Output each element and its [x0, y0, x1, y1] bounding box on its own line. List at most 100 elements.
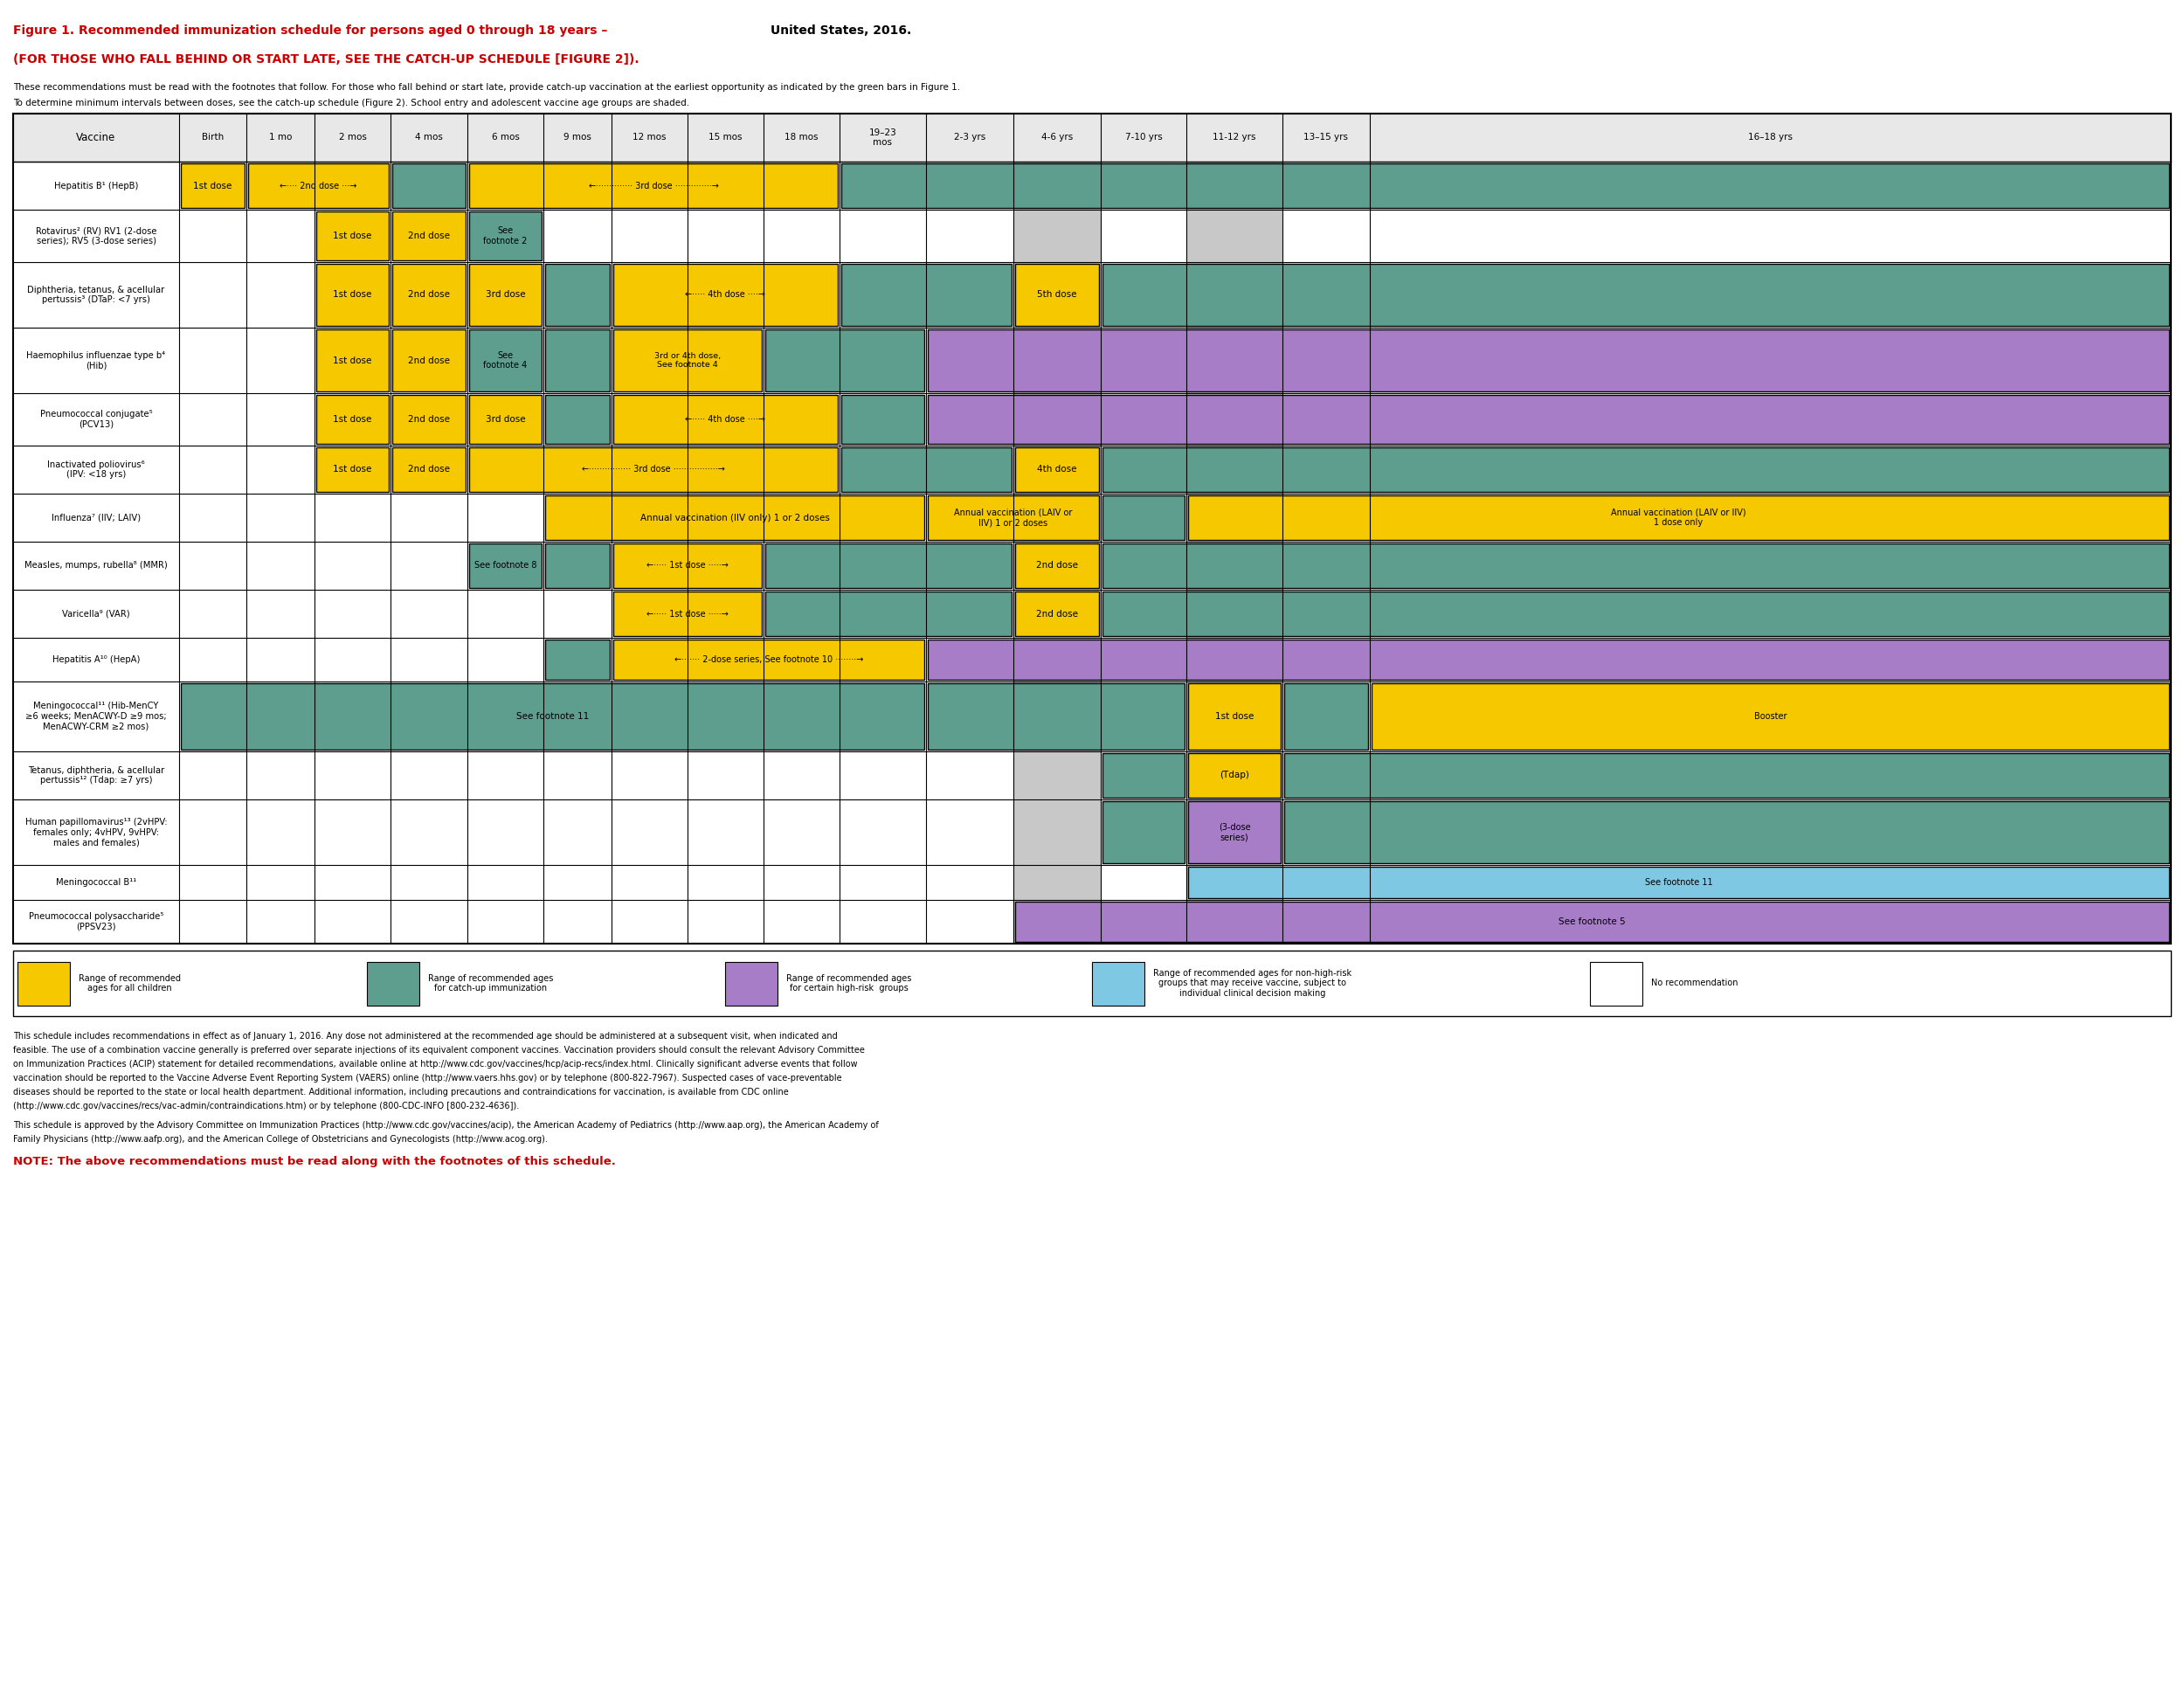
Text: ←····· 1st dose ·····→: ←····· 1st dose ·····→ [646, 609, 729, 618]
Text: (http://www.cdc.gov/vaccines/recs/vac-admin/contraindications.htm) or by telepho: (http://www.cdc.gov/vaccines/recs/vac-ad… [13, 1102, 520, 1111]
Bar [1590, 962, 1642, 1004]
Text: 3rd dose: 3rd dose [485, 290, 526, 299]
Bar [764, 329, 924, 392]
Bar [13, 113, 2171, 162]
Bar [470, 329, 542, 392]
Text: 1st dose: 1st dose [334, 231, 371, 240]
Text: See footnote 11: See footnote 11 [1645, 878, 1712, 886]
Text: 7-10 yrs: 7-10 yrs [1125, 133, 1162, 142]
Bar [1188, 753, 1280, 798]
Bar [1188, 495, 2169, 540]
Bar [1103, 263, 2169, 326]
Text: Booster: Booster [1754, 712, 1787, 721]
Text: Vaccine: Vaccine [76, 132, 116, 143]
Bar [614, 591, 762, 636]
Bar [1092, 962, 1144, 1004]
Text: Haemophilus influenzae type b⁴
(Hib): Haemophilus influenzae type b⁴ (Hib) [26, 351, 166, 370]
Bar [317, 395, 389, 444]
Bar [614, 640, 924, 680]
Bar [1188, 866, 2169, 898]
Text: See footnote 8: See footnote 8 [474, 562, 537, 571]
Text: (FOR THOSE WHO FALL BEHIND OR START LATE, SEE THE CATCH-UP SCHEDULE [FIGURE 2]).: (FOR THOSE WHO FALL BEHIND OR START LATE… [13, 54, 640, 66]
Text: This schedule is approved by the Advisory Committee on Immunization Practices (h: This schedule is approved by the Advisor… [13, 1121, 878, 1129]
Bar [614, 544, 762, 587]
Bar [928, 329, 2169, 392]
Text: 2nd dose: 2nd dose [1035, 609, 1079, 618]
Text: (3-dose
series): (3-dose series) [1219, 822, 1251, 842]
Text: United States, 2016.: United States, 2016. [771, 24, 911, 37]
Text: ←····· 4th dose ····→: ←····· 4th dose ····→ [686, 290, 767, 299]
Text: (Tdap): (Tdap) [1219, 771, 1249, 780]
Text: Birth: Birth [201, 133, 223, 142]
Bar [1372, 684, 2169, 749]
Bar [367, 962, 419, 1004]
Text: ←················ 3rd dose ·················→: ←················ 3rd dose ·············… [581, 466, 725, 474]
Text: ←···· 2nd dose ···→: ←···· 2nd dose ···→ [280, 181, 356, 191]
Bar [317, 447, 389, 491]
Bar [764, 544, 1011, 587]
Bar [1103, 447, 2169, 491]
Bar [470, 447, 839, 491]
Text: Meningococcal¹¹ (Hib-MenCY
≥6 weeks; MenACWY-D ≥9 mos;
MenACWY-CRM ≥2 mos): Meningococcal¹¹ (Hib-MenCY ≥6 weeks; Men… [26, 702, 166, 731]
Bar [13, 113, 2171, 944]
Text: 2nd dose: 2nd dose [408, 466, 450, 474]
Text: 1st dose: 1st dose [194, 181, 232, 191]
Bar [13, 950, 2171, 1016]
Text: feasible. The use of a combination vaccine generally is preferred over separate : feasible. The use of a combination vacci… [13, 1047, 865, 1055]
Text: Influenza⁷ (IIV; LAIV): Influenza⁷ (IIV; LAIV) [52, 513, 140, 522]
Bar [470, 164, 839, 208]
Bar [393, 447, 465, 491]
Bar [1103, 544, 2169, 587]
Text: 15 mos: 15 mos [708, 133, 743, 142]
Bar [841, 263, 1011, 326]
Text: Inactivated poliovirus⁶
(IPV: <18 yrs): Inactivated poliovirus⁶ (IPV: <18 yrs) [48, 461, 144, 479]
Text: Diphtheria, tetanus, & acellular
pertussis³ (DTaP: <7 yrs): Diphtheria, tetanus, & acellular pertuss… [28, 285, 164, 304]
Bar [614, 263, 839, 326]
Bar [1188, 802, 1280, 863]
Bar [841, 447, 1011, 491]
Bar [317, 263, 389, 326]
Bar [470, 544, 542, 587]
Bar [470, 211, 542, 260]
Bar [546, 329, 609, 392]
Bar [614, 395, 839, 444]
Text: diseases should be reported to the state or local health department. Additional : diseases should be reported to the state… [13, 1087, 788, 1097]
Bar [249, 164, 389, 208]
Text: 9 mos: 9 mos [563, 133, 592, 142]
Text: 1st dose: 1st dose [334, 290, 371, 299]
Bar [393, 395, 465, 444]
Text: Pneumococcal polysaccharide⁵
(PPSV23): Pneumococcal polysaccharide⁵ (PPSV23) [28, 912, 164, 932]
Text: Measles, mumps, rubella⁸ (MMR): Measles, mumps, rubella⁸ (MMR) [24, 562, 168, 571]
Text: Pneumococcal conjugate⁵
(PCV13): Pneumococcal conjugate⁵ (PCV13) [39, 410, 153, 429]
Bar [841, 164, 2169, 208]
Bar [928, 395, 2169, 444]
Bar [1284, 753, 2169, 798]
Text: 1 mo: 1 mo [269, 133, 293, 142]
Text: These recommendations must be read with the footnotes that follow. For those who: These recommendations must be read with … [13, 83, 961, 91]
Bar [1103, 495, 1184, 540]
Text: on Immunization Practices (ACIP) statement for detailed recommendations, availab: on Immunization Practices (ACIP) stateme… [13, 1060, 858, 1069]
Text: 19–23
mos: 19–23 mos [869, 128, 898, 147]
Text: Annual vaccination (LAIV or IIV)
1 dose only: Annual vaccination (LAIV or IIV) 1 dose … [1612, 508, 1747, 527]
Text: See
footnote 2: See footnote 2 [483, 226, 526, 245]
Bar [1186, 113, 1282, 944]
Text: Range of recommended ages
for certain high-risk  groups: Range of recommended ages for certain hi… [786, 974, 911, 993]
Bar [17, 962, 70, 1004]
Text: 4 mos: 4 mos [415, 133, 443, 142]
Text: ←······· 2-dose series, See footnote 10 ········→: ←······· 2-dose series, See footnote 10 … [675, 655, 863, 663]
Text: 2nd dose: 2nd dose [408, 356, 450, 365]
Bar [546, 640, 609, 680]
Text: 1st dose: 1st dose [334, 466, 371, 474]
Text: Meningococcal B¹¹: Meningococcal B¹¹ [57, 878, 135, 886]
Bar [470, 263, 542, 326]
Text: 12 mos: 12 mos [633, 133, 666, 142]
Bar [928, 640, 2169, 680]
Text: 16–18 yrs: 16–18 yrs [1747, 133, 1793, 142]
Text: 2 mos: 2 mos [339, 133, 367, 142]
Bar [1103, 802, 1184, 863]
Text: ←····· 4th dose ····→: ←····· 4th dose ····→ [686, 415, 767, 424]
Text: 3rd dose: 3rd dose [485, 415, 526, 424]
Text: 4th dose: 4th dose [1037, 466, 1077, 474]
Text: Range of recommended
ages for all children: Range of recommended ages for all childr… [79, 974, 181, 993]
Text: No recommendation: No recommendation [1651, 979, 1738, 987]
